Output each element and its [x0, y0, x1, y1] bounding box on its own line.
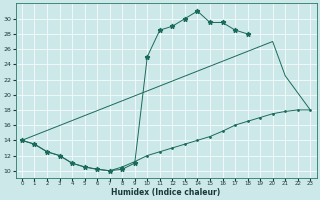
X-axis label: Humidex (Indice chaleur): Humidex (Indice chaleur) — [111, 188, 221, 197]
